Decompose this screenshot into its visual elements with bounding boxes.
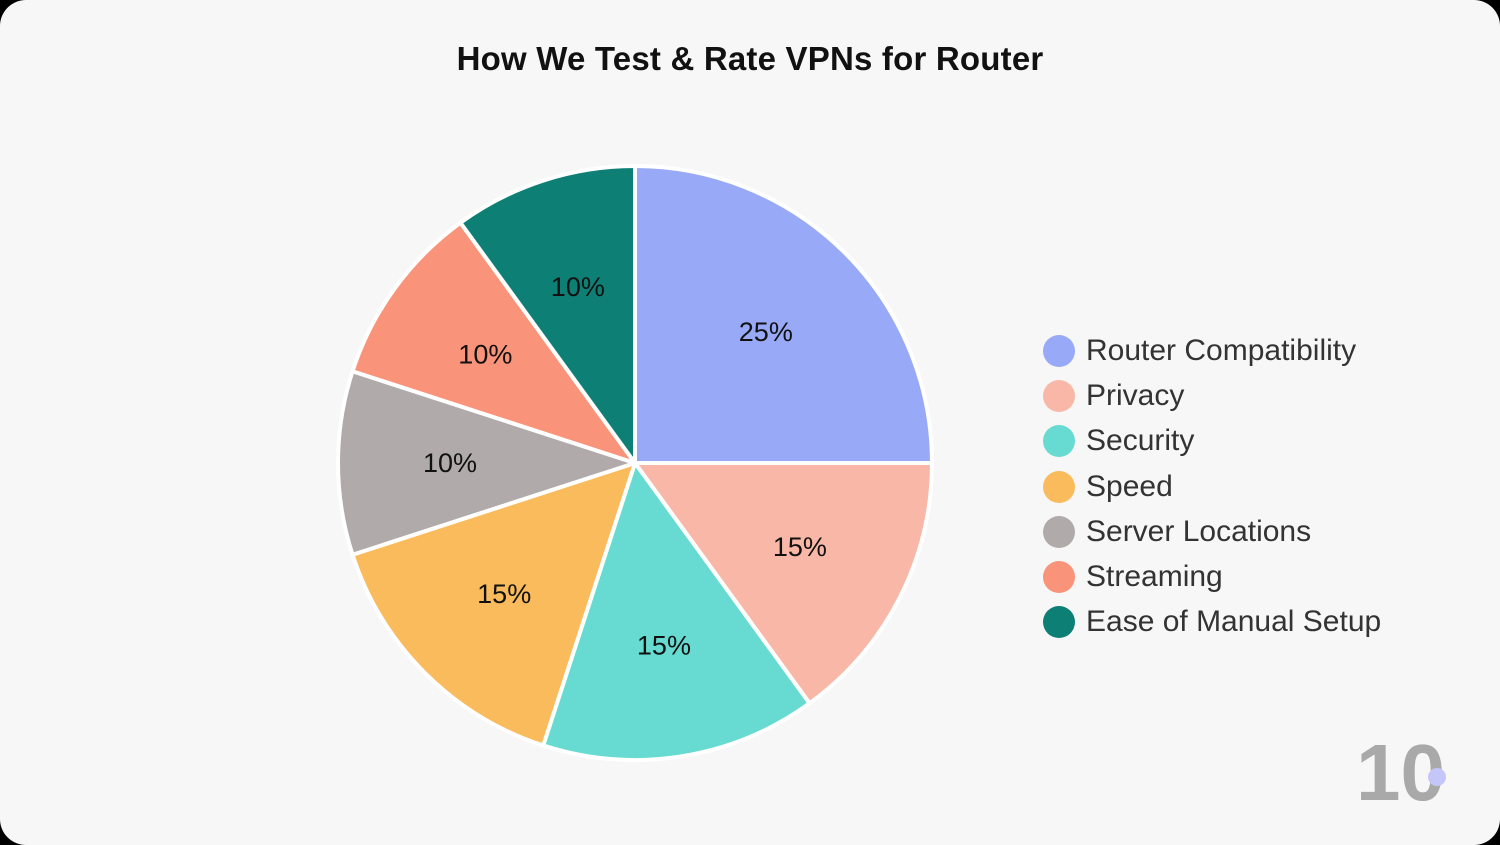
legend-item: Router Compatibility bbox=[1043, 328, 1381, 373]
legend-swatch bbox=[1043, 515, 1075, 548]
legend-item: Streaming bbox=[1043, 554, 1381, 599]
chart-legend: Router Compatibility Privacy Security Speed… bbox=[1043, 328, 1381, 645]
legend-swatch bbox=[1043, 425, 1075, 458]
legend-item: Security bbox=[1043, 419, 1381, 464]
pie-slice-router-compatibility bbox=[633, 164, 934, 465]
legend-swatch bbox=[1043, 561, 1075, 594]
slice-value-label: 10% bbox=[551, 272, 605, 302]
slice-value-label: 10% bbox=[423, 448, 477, 478]
chart-title: How We Test & Rate VPNs for Router bbox=[456, 40, 1044, 77]
legend-item: Speed bbox=[1043, 464, 1381, 509]
legend-label: Ease of Manual Setup bbox=[1086, 605, 1382, 639]
legend-swatch bbox=[1043, 334, 1075, 367]
logo-text: 10 bbox=[1356, 730, 1445, 810]
legend-item: Privacy bbox=[1043, 373, 1381, 418]
legend-label: Streaming bbox=[1086, 560, 1223, 594]
pie-slice-streaming bbox=[350, 220, 637, 465]
pie-slice-security bbox=[541, 461, 812, 762]
slice-value-label: 15% bbox=[637, 631, 691, 661]
legend-swatch bbox=[1043, 470, 1075, 503]
legend-label: Router Compatibility bbox=[1086, 333, 1357, 367]
legend-swatch bbox=[1043, 606, 1075, 639]
pie-slice-privacy bbox=[633, 461, 934, 706]
logo-dot-icon bbox=[1428, 768, 1446, 786]
legend-swatch bbox=[1043, 379, 1075, 412]
pie-slice-ease-of-manual-setup bbox=[458, 164, 637, 465]
pie-slice-server-locations bbox=[336, 369, 637, 557]
legend-label: Speed bbox=[1086, 469, 1173, 503]
legend-item: Ease of Manual Setup bbox=[1043, 600, 1381, 645]
slice-value-label: 10% bbox=[458, 339, 512, 369]
slice-value-label: 15% bbox=[773, 532, 827, 562]
slice-value-label: 25% bbox=[739, 317, 793, 347]
legend-item: Server Locations bbox=[1043, 509, 1381, 554]
slice-value-label: 15% bbox=[477, 579, 531, 609]
legend-label: Privacy bbox=[1086, 378, 1185, 412]
legend-label: Security bbox=[1086, 424, 1195, 458]
brand-logo-10: 10 bbox=[1356, 730, 1446, 810]
legend-label: Server Locations bbox=[1086, 514, 1312, 548]
